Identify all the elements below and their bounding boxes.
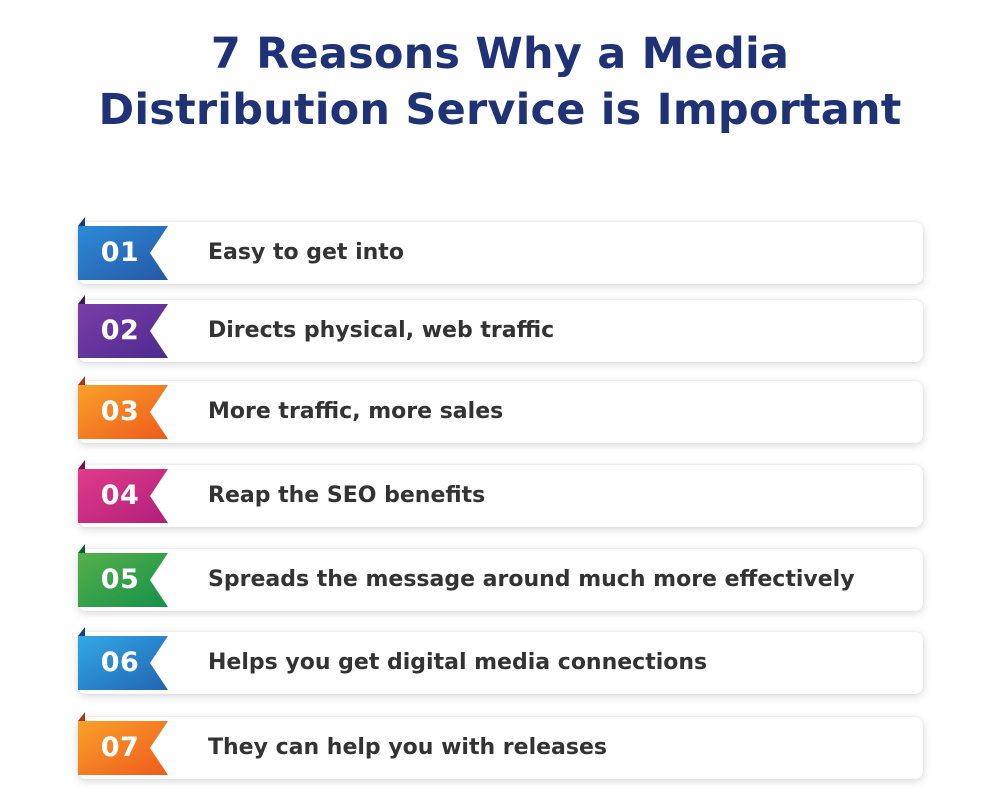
reason-card xyxy=(78,381,923,443)
number-ribbon: 04 xyxy=(78,460,170,527)
ribbon-body xyxy=(78,469,168,523)
reason-card xyxy=(78,549,923,611)
ribbon-body xyxy=(78,304,168,358)
reason-card xyxy=(78,465,923,527)
reason-item: 06 Helps you get digital media connection… xyxy=(78,627,923,694)
reason-number: 03 xyxy=(100,396,140,427)
ribbon-shape xyxy=(78,627,168,690)
number-ribbon: 05 xyxy=(78,544,170,611)
reason-text: Reap the SEO benefits xyxy=(208,483,486,508)
page-title-line-2: Distribution Service is Important xyxy=(98,85,902,135)
ribbon-body xyxy=(78,721,168,775)
reason-text: Helps you get digital media connections xyxy=(208,650,708,675)
reason-text: Easy to get into xyxy=(208,240,404,265)
number-ribbon: 01 xyxy=(78,217,170,284)
reason-item: 07 They can help you with releases xyxy=(78,712,923,779)
ribbon-fold xyxy=(78,460,85,469)
number-ribbon: 02 xyxy=(78,295,170,362)
reason-text: More traffic, more sales xyxy=(208,399,504,424)
number-ribbon: 07 xyxy=(78,712,170,779)
reason-number: 04 xyxy=(100,480,140,511)
ribbon-shape xyxy=(78,295,168,358)
ribbon-shape xyxy=(78,376,168,439)
ribbon-fold xyxy=(78,376,85,385)
ribbon-fold xyxy=(78,712,85,721)
number-ribbon: 03 xyxy=(78,376,170,443)
number-ribbon: 06 xyxy=(78,627,170,694)
ribbon-shape xyxy=(78,712,168,775)
page-title: 7 Reasons Why a Media Distribution Servi… xyxy=(0,26,1000,138)
ribbon-shape xyxy=(78,460,168,523)
reason-text: Directs physical, web traffic xyxy=(208,318,555,343)
ribbon-body xyxy=(78,226,168,280)
ribbon-shape xyxy=(78,217,168,280)
reason-item: 04 Reap the SEO benefits xyxy=(78,460,923,527)
reason-item: 03 More traffic, more sales xyxy=(78,376,923,443)
reason-card xyxy=(78,632,923,694)
ribbon-fold xyxy=(78,295,85,304)
reason-card xyxy=(78,717,923,779)
reason-number: 06 xyxy=(100,647,140,678)
ribbon-fold xyxy=(78,627,85,636)
reason-item: 05 Spreads the message around much more e… xyxy=(78,544,923,611)
reason-number: 02 xyxy=(100,315,140,346)
ribbon-fold xyxy=(78,544,85,553)
ribbon-body xyxy=(78,553,168,607)
reason-item: 01 Easy to get into xyxy=(78,217,923,284)
reason-text: Spreads the message around much more eff… xyxy=(208,567,855,592)
ribbon-shape xyxy=(78,544,168,607)
reason-card xyxy=(78,300,923,362)
reason-number: 01 xyxy=(100,237,140,268)
reason-item: 02 Directs physical, web traffic xyxy=(78,295,923,362)
ribbon-body xyxy=(78,636,168,690)
ribbon-body xyxy=(78,385,168,439)
reason-text: They can help you with releases xyxy=(208,735,607,760)
reason-number: 07 xyxy=(100,732,140,763)
ribbon-fold xyxy=(78,217,85,226)
reason-card xyxy=(78,222,923,284)
page-title-line-1: 7 Reasons Why a Media xyxy=(210,29,790,79)
reason-number: 05 xyxy=(100,564,140,595)
